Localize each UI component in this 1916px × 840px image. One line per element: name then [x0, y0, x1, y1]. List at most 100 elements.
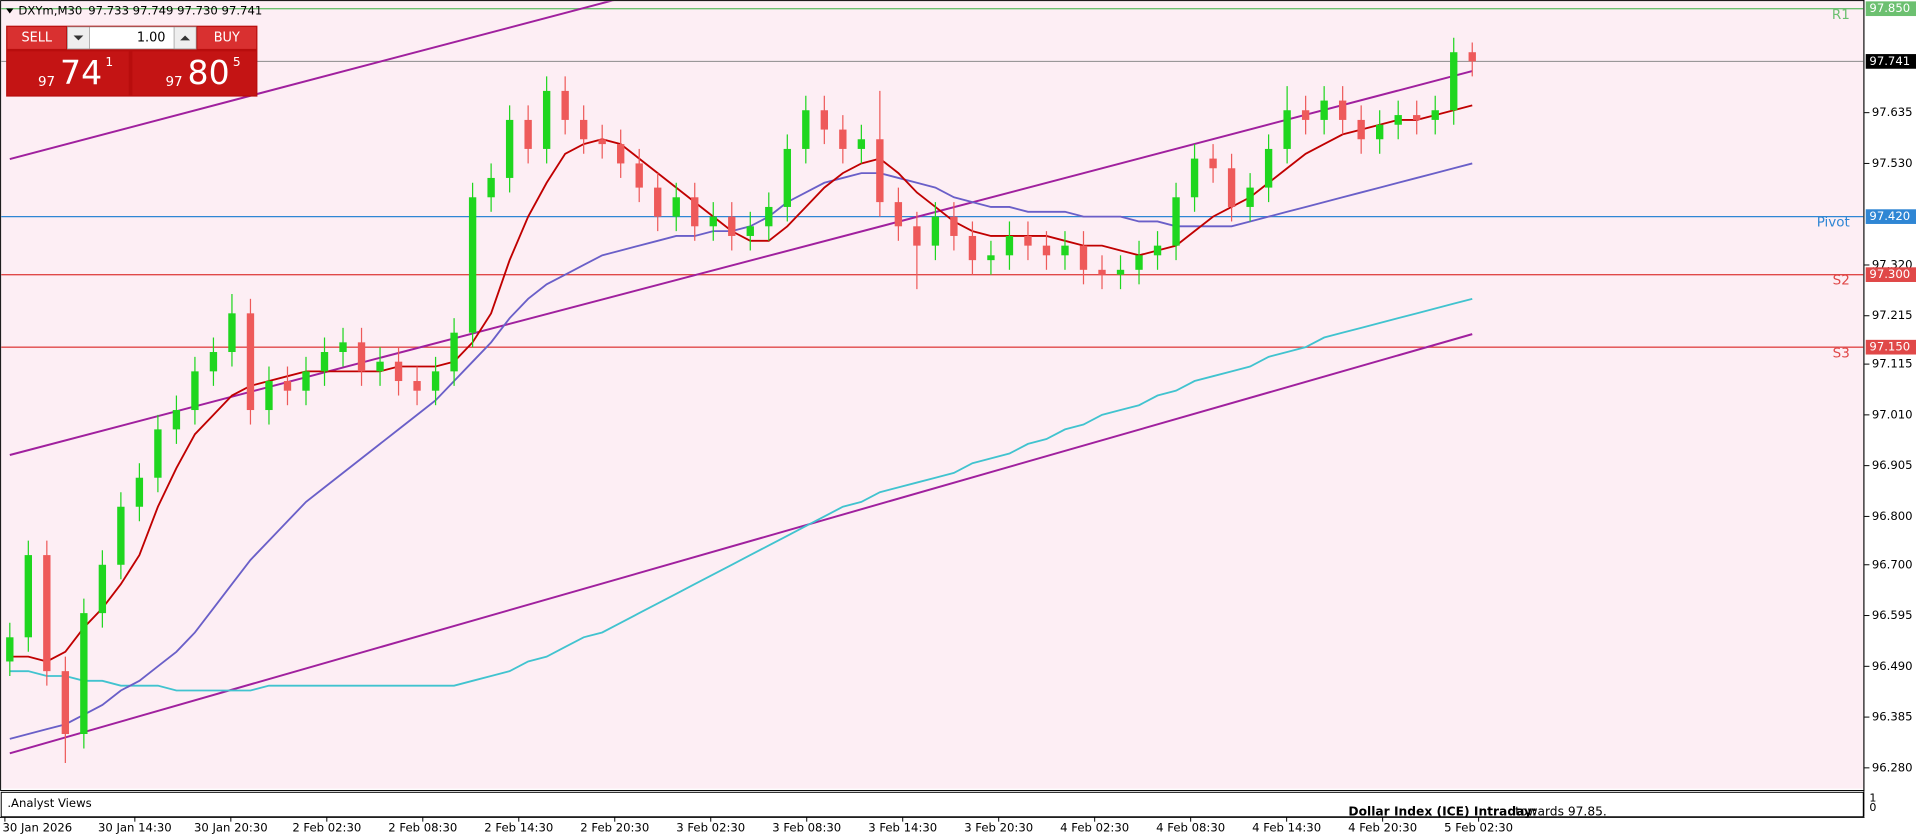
- plot-area: [1, 1, 1864, 789]
- candle-body: [228, 313, 236, 353]
- ask-big: 97: [165, 75, 182, 90]
- level-name: S3: [1833, 346, 1850, 361]
- buy-label: BUY: [214, 30, 240, 45]
- candle-body: [857, 139, 866, 149]
- menu-arrow[interactable]: [6, 8, 14, 14]
- level-tag-label: 97.850: [1869, 1, 1910, 15]
- lot-down-icon: [73, 35, 84, 41]
- level-tag-label: 97.150: [1869, 340, 1910, 354]
- candle-body: [450, 332, 458, 372]
- y-tick-label: 96.905: [1872, 458, 1913, 472]
- candle-body: [820, 110, 829, 130]
- lot-value: 1.00: [137, 30, 166, 45]
- candle-body: [524, 119, 532, 149]
- candle-body: [1061, 245, 1069, 256]
- level-tag: [1865, 1, 1916, 17]
- candle-body: [691, 197, 699, 227]
- x-tick-label: 2 Feb 14:30: [484, 820, 553, 834]
- candle-body: [765, 206, 773, 227]
- x-tick-label: 2 Feb 08:30: [388, 820, 457, 834]
- x-tick-label: 3 Feb 02:30: [676, 820, 745, 834]
- candle-body: [802, 110, 810, 149]
- candle-body: [1098, 269, 1106, 275]
- candle-body: [1190, 158, 1199, 198]
- ask-small: 5: [233, 55, 241, 69]
- y-tick-label: 97.115: [1872, 357, 1913, 371]
- y-tick-label: 97.635: [1872, 105, 1913, 119]
- candle-body: [61, 671, 70, 735]
- candle-body: [913, 226, 921, 246]
- y-tick-label: 96.280: [1872, 760, 1913, 774]
- level-tag: [1865, 209, 1916, 224]
- bid-box[interactable]: [7, 51, 129, 96]
- x-tick-label: 5 Feb 02:30: [1444, 820, 1513, 834]
- candle-body: [1024, 235, 1032, 246]
- candle-body: [1153, 245, 1162, 256]
- candle-body: [1005, 235, 1014, 256]
- last-price-label: 97.741: [1869, 54, 1910, 68]
- level-tag-label: 97.300: [1869, 267, 1910, 281]
- moving-average: [9, 297, 1473, 692]
- candle-body: [931, 216, 940, 246]
- lot-up-icon: [180, 35, 191, 41]
- candle-body: [413, 381, 421, 391]
- candle-body: [617, 144, 625, 164]
- level-name: S2: [1833, 274, 1850, 289]
- candle-body: [728, 216, 736, 236]
- candle-body: [1283, 110, 1291, 149]
- ask-main: 80: [188, 53, 230, 92]
- candle-body: [1301, 110, 1310, 120]
- x-tick-label: 30 Jan 20:30: [194, 820, 268, 834]
- y-tick-label: 97.530: [1872, 156, 1913, 170]
- level-name: R1: [1832, 8, 1850, 23]
- candle-body: [265, 381, 273, 411]
- candle-body: [172, 410, 181, 430]
- candle-body: [24, 555, 32, 638]
- candle-body: [1376, 124, 1384, 140]
- y-tick-label: 96.595: [1872, 608, 1913, 622]
- candle-body: [1264, 148, 1273, 188]
- level-tag: [1865, 339, 1916, 355]
- candle-body: [1394, 115, 1402, 125]
- candle-body: [505, 119, 514, 178]
- bid-main: 74: [60, 53, 102, 92]
- candle-body: [1227, 168, 1236, 207]
- subpane-tick-label: 1: [1869, 791, 1876, 804]
- y-tick-label: 97.215: [1872, 308, 1913, 322]
- candle-body: [468, 197, 477, 333]
- sell-button[interactable]: [7, 26, 67, 49]
- candle-body: [302, 371, 310, 391]
- candle-body: [1357, 119, 1365, 140]
- bid-small: 1: [105, 55, 113, 69]
- y-tick-label: 96.490: [1872, 659, 1913, 673]
- y-tick-label: 97.010: [1872, 407, 1913, 421]
- candle-body: [6, 637, 14, 662]
- x-tick-label: 30 Jan 2026: [2, 820, 72, 834]
- candle-body: [876, 139, 884, 203]
- buy-button[interactable]: [197, 26, 257, 49]
- candle-body: [320, 352, 329, 372]
- subpane-title: .Analyst Views: [7, 796, 91, 810]
- candle-body: [154, 429, 162, 478]
- x-tick-label: 4 Feb 08:30: [1156, 820, 1225, 834]
- candle-body: [746, 226, 754, 236]
- x-tick-label: 2 Feb 20:30: [580, 820, 649, 834]
- x-tick-label: 4 Feb 02:30: [1060, 820, 1129, 834]
- candle-body: [672, 197, 680, 217]
- ask-box[interactable]: [132, 51, 257, 96]
- y-tick-label: 96.385: [1872, 710, 1913, 724]
- candle-body: [43, 555, 51, 672]
- moving-average: [9, 162, 1473, 740]
- candle-body: [431, 371, 440, 391]
- plot-layer: [1, 1, 1864, 764]
- x-tick-label: 4 Feb 20:30: [1348, 820, 1417, 834]
- candle-body: [839, 129, 847, 149]
- candle-body: [1209, 158, 1217, 169]
- candle-body: [376, 361, 384, 372]
- candle-body: [1172, 197, 1180, 246]
- candle-body: [1431, 110, 1439, 120]
- candle-body: [209, 352, 218, 372]
- candle-body: [1135, 255, 1143, 270]
- candle-body: [394, 361, 403, 382]
